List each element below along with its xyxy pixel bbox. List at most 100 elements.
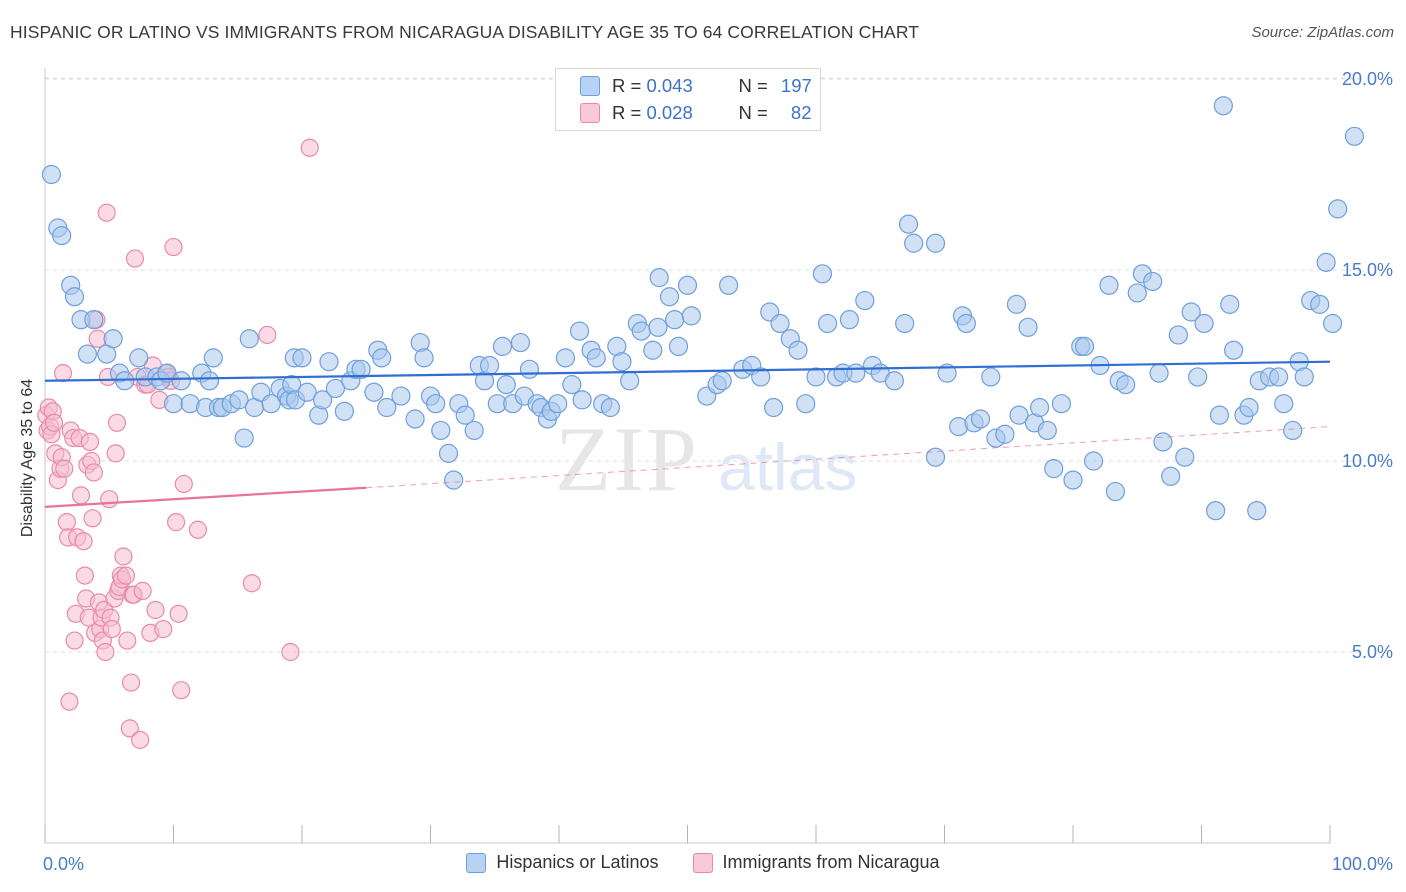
data-point-nicaragua (114, 547, 133, 566)
trend-line-nicaragua-extension (366, 426, 1331, 489)
data-point-hispanic (1224, 340, 1244, 360)
data-point-hispanic (52, 226, 72, 246)
data-point-hispanic (64, 287, 85, 307)
legend-row-nicaragua: R = 0.028 N = 82 (580, 102, 811, 124)
data-point-hispanic (1105, 481, 1126, 502)
data-point-nicaragua (154, 619, 173, 639)
data-point-nicaragua (146, 600, 165, 620)
data-point-hispanic (1127, 283, 1147, 303)
y-tick-label: 10.0% (1342, 451, 1393, 471)
legend-swatch-pink (580, 103, 600, 123)
y-tick-label: 20.0% (1342, 69, 1393, 89)
data-point-hispanic (1328, 199, 1348, 219)
legend-r-value: 0.043 (646, 75, 693, 96)
data-point-hispanic (1247, 501, 1267, 521)
data-point-hispanic (438, 443, 459, 463)
trend-line-hispanic (44, 360, 1331, 382)
data-point-hispanic (1274, 394, 1294, 414)
series-pink (37, 138, 319, 749)
data-point-nicaragua (102, 619, 121, 639)
data-point-nicaragua (100, 490, 119, 509)
data-point-hispanic (312, 390, 333, 410)
trend-line-nicaragua (44, 486, 367, 508)
data-point-hispanic (1006, 294, 1027, 314)
data-point-hispanic (643, 340, 663, 360)
legend-r-value: 0.028 (646, 102, 693, 123)
data-point-hispanic (334, 401, 355, 421)
data-point-nicaragua (74, 532, 93, 551)
data-point-hispanic (562, 375, 582, 395)
data-point-hispanic (895, 313, 915, 334)
trend-lines (44, 360, 1331, 508)
data-point-hispanic (364, 382, 384, 402)
data-point-hispanic (234, 428, 254, 448)
data-point-hispanic (405, 409, 425, 429)
data-point-hispanic (1044, 459, 1064, 479)
data-point-nicaragua (300, 138, 319, 157)
data-point-nicaragua (125, 249, 145, 268)
data-point-nicaragua (121, 673, 141, 692)
data-point-hispanic (431, 420, 451, 441)
data-point-nicaragua (65, 631, 84, 650)
legend-label-nicaragua: Immigrants from Nicaragua (722, 852, 940, 872)
data-point-hispanic (956, 313, 976, 334)
data-point-hispanic (414, 348, 434, 368)
data-point-hispanic (297, 382, 317, 402)
data-point-hispanic (1149, 363, 1169, 383)
data-point-hispanic (788, 340, 808, 360)
legend-r-label: R = (612, 102, 647, 123)
data-point-hispanic (455, 405, 475, 425)
data-point-nicaragua (188, 520, 208, 539)
legend-swatch-pink (692, 852, 713, 873)
legend-row-hispanic: R = 0.043 N = 197 (580, 75, 812, 97)
data-point-nicaragua (174, 474, 193, 494)
data-point-hispanic (1220, 294, 1240, 314)
legend-item-nicaragua[interactable]: Immigrants from Nicaragua (692, 852, 940, 873)
data-point-hispanic (480, 355, 500, 376)
data-point-hispanic (1099, 275, 1119, 295)
data-point-hispanic (1283, 420, 1303, 441)
legend-n-value: 82 (790, 102, 812, 123)
data-point-hispanic (839, 310, 860, 330)
legend-item-hispanic[interactable]: Hispanics or Latinos (466, 852, 659, 873)
data-point-hispanic (855, 290, 875, 311)
data-point-hispanic (239, 329, 259, 349)
data-point-hispanic (77, 344, 98, 364)
correlation-legend: R = 0.043 N = 197 R = 0.028 N = 82 (555, 68, 821, 131)
x-tick-label: 0.0% (43, 854, 84, 874)
data-point-hispanic (1063, 470, 1083, 490)
data-point-hispanic (569, 321, 590, 341)
data-point-nicaragua (71, 486, 91, 505)
data-point-hispanic (496, 375, 516, 395)
data-point-nicaragua (57, 513, 76, 532)
data-point-hispanic (751, 367, 771, 387)
data-point-hispanic (325, 378, 346, 399)
data-point-hispanic (1029, 397, 1050, 418)
data-point-hispanic (612, 352, 632, 372)
data-point-hispanic (1175, 447, 1195, 467)
data-point-hispanic (668, 336, 689, 356)
data-point-hispanic (1268, 367, 1289, 387)
watermark-atlas: atlas (718, 430, 857, 504)
data-point-hispanic (372, 348, 392, 368)
data-point-hispanic (548, 394, 568, 414)
data-point-nicaragua (84, 463, 103, 482)
data-point-hispanic (1194, 313, 1214, 334)
data-point-hispanic (846, 363, 866, 383)
data-point-nicaragua (96, 642, 115, 662)
axes (44, 68, 1331, 844)
x-tick-label: 100.0% (1332, 854, 1393, 874)
data-point-hispanic (351, 359, 371, 379)
data-point-hispanic (171, 371, 191, 391)
data-point-hispanic (555, 348, 576, 368)
data-point-hispanic (812, 264, 833, 284)
data-point-hispanic (1294, 367, 1314, 387)
data-point-hispanic (84, 310, 104, 330)
chart-title: HISPANIC OR LATINO VS IMMIGRANTS FROM NI… (10, 22, 920, 42)
data-point-hispanic (163, 394, 184, 414)
data-point-hispanic (1310, 294, 1330, 314)
data-point-nicaragua (120, 719, 139, 738)
data-point-hispanic (444, 470, 464, 490)
data-point-hispanic (796, 394, 816, 414)
